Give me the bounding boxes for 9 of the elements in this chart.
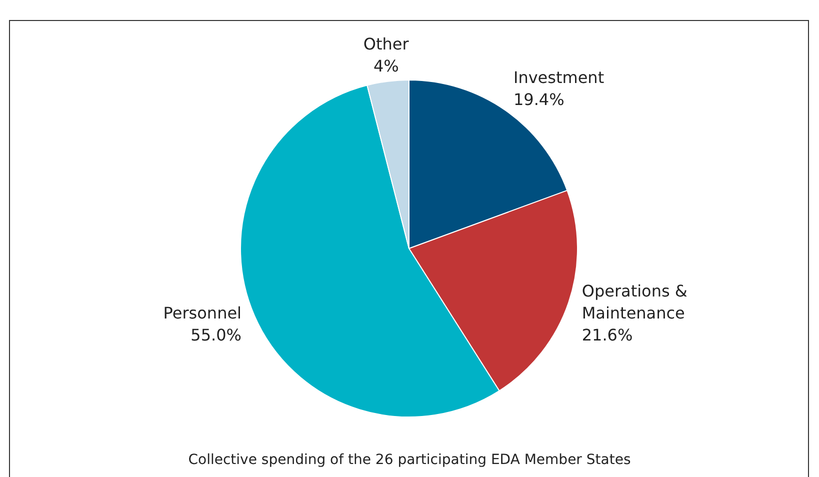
data-label: 55.0% [190,326,242,345]
data-label: 19.4% [513,90,564,109]
slice-label: Other [363,34,410,54]
text: Collective spending of the 26 participating EDA Member States [187,452,632,468]
data-label: 4% [373,56,399,76]
data-label: 21.6% [582,325,633,344]
slice-label: Operations & Maintenance [582,281,688,322]
slice-label: Personnel [163,304,242,323]
slice-label: Investment [513,68,604,87]
